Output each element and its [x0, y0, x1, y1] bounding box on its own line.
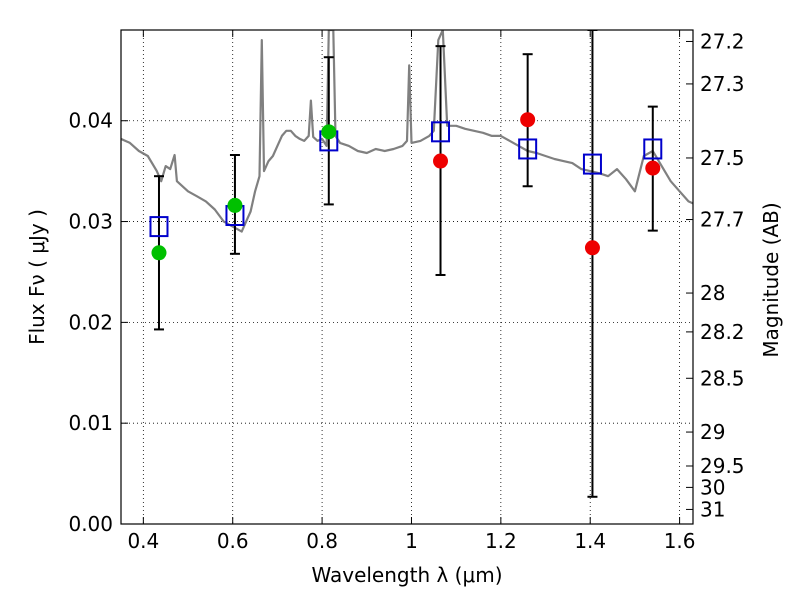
observed-point-circle	[645, 160, 661, 176]
right-tick-label: 29.5	[700, 454, 745, 478]
x-tick-label: 1	[405, 529, 418, 553]
right-tick-label: 27.3	[700, 72, 745, 96]
y-tick-label: 0.04	[68, 109, 113, 133]
model-point-square	[518, 138, 538, 160]
x-tick-label: 0.6	[217, 529, 249, 553]
right-tick-label: 27.2	[700, 29, 745, 53]
right-tick-label: 30	[700, 475, 725, 499]
observed-point-circle	[584, 240, 600, 256]
right-tick-label: 28.5	[700, 366, 745, 390]
y-tick-label: 0.01	[68, 411, 113, 435]
axis-ticks: 0.4 0.6 0.8 1 1.2 1.4 1.6 0.00 0.01 0.02 0.03 0.04 2…	[68, 29, 744, 553]
observed-point-circle	[151, 245, 167, 261]
y-axis-right-label: Magnitude (AB)	[759, 202, 783, 357]
model-point-square	[431, 121, 451, 143]
model-spectrum-line	[121, 30, 693, 233]
model-point-square	[582, 153, 602, 175]
x-tick-label: 1.6	[664, 529, 696, 553]
x-tick-label: 1.2	[485, 529, 517, 553]
x-tick-label: 0.8	[306, 529, 338, 553]
right-tick-label: 27.5	[700, 146, 745, 170]
observed-point-circle	[520, 112, 536, 128]
observed-point-circle	[433, 153, 449, 169]
observed-point-circle	[227, 197, 243, 213]
right-tick-label: 28	[700, 281, 725, 305]
plot-area	[121, 30, 693, 498]
right-tick-label: 28.2	[700, 320, 745, 344]
plot-frame	[120, 29, 694, 525]
y-tick-label: 0.00	[68, 512, 113, 536]
x-tick-label: 1.4	[574, 529, 606, 553]
right-tick-label: 27.7	[700, 208, 745, 232]
x-axis-label: Wavelength λ (μm)	[311, 563, 502, 587]
model-point-square	[149, 216, 169, 238]
y-tick-label: 0.02	[68, 310, 113, 334]
y-tick-label: 0.03	[68, 210, 113, 234]
right-tick-label: 31	[700, 497, 725, 521]
observed-point-circle	[321, 124, 337, 140]
y-axis-label: Flux Fν ( μJy )	[25, 209, 49, 345]
x-tick-label: 0.4	[127, 529, 159, 553]
right-tick-label: 29	[700, 420, 725, 444]
model-point-square	[643, 138, 663, 160]
